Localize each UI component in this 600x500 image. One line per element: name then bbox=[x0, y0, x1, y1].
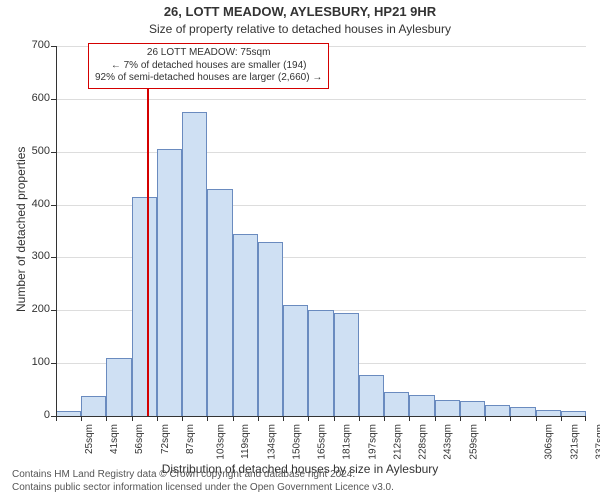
footer-attribution: Contains HM Land Registry data © Crown c… bbox=[12, 469, 394, 494]
y-tick-label: 500 bbox=[20, 145, 50, 157]
histogram-bar bbox=[334, 313, 359, 416]
y-tick-label: 700 bbox=[20, 39, 50, 51]
x-tick-label: 103sqm bbox=[216, 424, 227, 460]
x-tick-label: 25sqm bbox=[84, 424, 95, 454]
gridline bbox=[56, 152, 586, 153]
annotation-line2: ← 7% of detached houses are smaller (194… bbox=[95, 60, 322, 73]
annotation-line3: 92% of semi-detached houses are larger (… bbox=[95, 72, 322, 85]
x-tick-label: 165sqm bbox=[317, 424, 328, 460]
histogram-bar bbox=[81, 396, 106, 416]
histogram-bar bbox=[435, 400, 460, 416]
histogram-bar bbox=[207, 189, 232, 416]
x-axis-line bbox=[56, 416, 586, 417]
y-axis-label: Number of detached properties bbox=[14, 147, 28, 312]
histogram-bar bbox=[460, 401, 485, 416]
y-axis-line bbox=[56, 46, 57, 416]
y-tick-label: 300 bbox=[20, 250, 50, 262]
x-tick-label: 321sqm bbox=[569, 424, 580, 460]
marker-line bbox=[147, 46, 149, 416]
histogram-bar bbox=[409, 395, 434, 416]
histogram-bar bbox=[359, 375, 384, 416]
y-tick-label: 0 bbox=[20, 409, 50, 421]
x-tick-label: 72sqm bbox=[160, 424, 171, 454]
x-tick-label: 41sqm bbox=[109, 424, 120, 454]
x-tick-label: 212sqm bbox=[392, 424, 403, 460]
histogram-bar bbox=[510, 407, 535, 417]
histogram-bar bbox=[485, 405, 510, 416]
chart-title-line2: Size of property relative to detached ho… bbox=[0, 22, 600, 36]
footer-line1: Contains HM Land Registry data © Crown c… bbox=[12, 469, 394, 482]
x-tick-label: 337sqm bbox=[594, 424, 600, 460]
x-tick-label: 56sqm bbox=[134, 424, 145, 454]
chart-title-line1: 26, LOTT MEADOW, AYLESBURY, HP21 9HR bbox=[0, 4, 600, 19]
histogram-bar bbox=[157, 149, 182, 416]
x-tick-label: 119sqm bbox=[240, 424, 251, 459]
x-tick-label: 306sqm bbox=[544, 424, 555, 460]
x-tick-label: 259sqm bbox=[468, 424, 479, 460]
x-tick-label: 134sqm bbox=[266, 424, 277, 460]
histogram-bar bbox=[233, 234, 258, 416]
y-tick-label: 200 bbox=[20, 303, 50, 315]
gridline bbox=[56, 99, 586, 100]
y-tick-label: 100 bbox=[20, 356, 50, 368]
histogram-bar bbox=[106, 358, 131, 416]
x-tick-label: 228sqm bbox=[418, 424, 429, 460]
histogram-bar bbox=[308, 310, 333, 416]
x-tick-label: 181sqm bbox=[342, 424, 353, 460]
x-tick-label: 150sqm bbox=[291, 424, 302, 460]
footer-line2: Contains public sector information licen… bbox=[12, 482, 394, 495]
histogram-bar bbox=[182, 112, 207, 416]
y-tick-label: 400 bbox=[20, 198, 50, 210]
histogram-bar bbox=[132, 197, 157, 416]
histogram-bar bbox=[283, 305, 308, 416]
histogram-chart: 010020030040050060070025sqm41sqm56sqm72s… bbox=[56, 46, 586, 416]
histogram-bar bbox=[384, 392, 409, 416]
y-tick-label: 600 bbox=[20, 92, 50, 104]
annotation-box: 26 LOTT MEADOW: 75sqm ← 7% of detached h… bbox=[88, 43, 329, 89]
histogram-bar bbox=[258, 242, 283, 416]
x-tick-label: 87sqm bbox=[185, 424, 196, 454]
annotation-line1: 26 LOTT MEADOW: 75sqm bbox=[95, 47, 322, 60]
x-tick-label: 197sqm bbox=[367, 424, 378, 460]
x-tick-label: 243sqm bbox=[443, 424, 454, 460]
